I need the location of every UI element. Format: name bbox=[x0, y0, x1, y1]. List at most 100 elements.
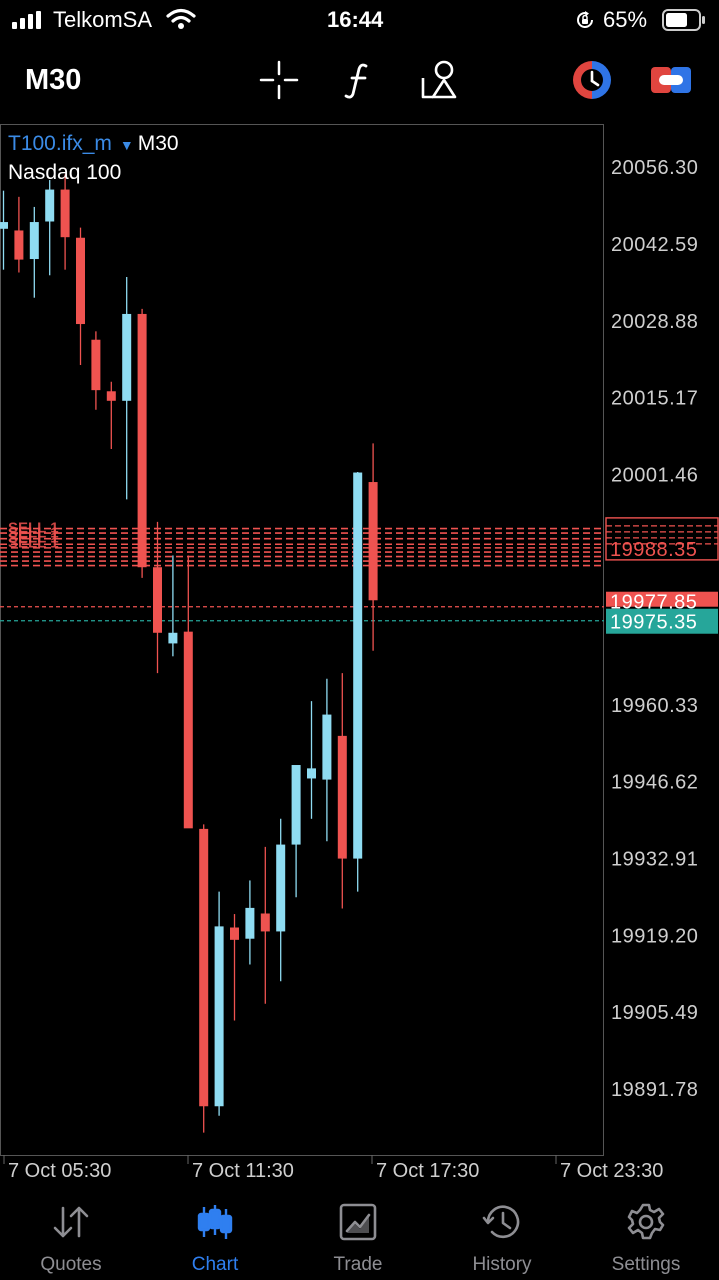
candle-body bbox=[307, 768, 316, 779]
caret-down-icon: ▼ bbox=[119, 137, 134, 153]
candles bbox=[0, 174, 378, 1133]
price-axis: 20056.30 20042.59 20028.88 20015.17 20001.46… bbox=[605, 157, 719, 1101]
order-level-tag-frame bbox=[605, 517, 719, 561]
candle-body bbox=[322, 714, 332, 780]
time-axis-label: 7 Oct 11:30 bbox=[192, 1160, 294, 1182]
candle-body bbox=[291, 765, 301, 845]
price-axis-label: 19905.49 bbox=[611, 1002, 698, 1024]
candle-body bbox=[122, 313, 132, 401]
candle bbox=[337, 673, 347, 909]
price-axis-label: 20056.30 bbox=[611, 157, 698, 179]
indicators-button[interactable] bbox=[333, 54, 385, 106]
price-axis-label: 20028.88 bbox=[611, 311, 698, 333]
candle bbox=[153, 521, 162, 674]
indicator-icon bbox=[344, 63, 368, 99]
trade-icon bbox=[339, 1203, 377, 1241]
objects-button[interactable] bbox=[413, 54, 465, 106]
candle bbox=[260, 846, 270, 1004]
candle bbox=[214, 891, 224, 1116]
price-axis-label: 19919.20 bbox=[611, 925, 698, 947]
crosshair-button[interactable] bbox=[253, 54, 305, 106]
order-level-label: SELL 1 bbox=[8, 530, 59, 547]
symbol-timeframe: M30 bbox=[137, 132, 179, 155]
candle-body bbox=[245, 907, 255, 939]
settings-icon bbox=[627, 1203, 665, 1240]
tab-history[interactable]: History bbox=[432, 1190, 572, 1280]
tab-label: History bbox=[472, 1254, 532, 1275]
one-click-trading-button[interactable] bbox=[566, 54, 618, 106]
candle bbox=[137, 308, 147, 578]
signal-icon bbox=[12, 11, 41, 29]
chart-icon bbox=[197, 1205, 233, 1239]
timeframe-button[interactable]: M30 bbox=[25, 64, 82, 96]
candle-body bbox=[14, 230, 24, 260]
history-icon bbox=[482, 1205, 520, 1239]
candle-body bbox=[230, 927, 239, 940]
candle-body bbox=[0, 222, 8, 229]
candle-body bbox=[29, 222, 39, 260]
candle bbox=[276, 818, 286, 982]
chart-area[interactable]: SELL 1 SELL 1 SELL 1 SELL 1 20056.30 20042.5… bbox=[0, 124, 719, 1190]
candle-body bbox=[106, 391, 116, 401]
symbol-name: T100.ifx_m bbox=[8, 132, 112, 155]
order-level-price-label: 19988.35 bbox=[610, 539, 697, 561]
price-axis-label: 19960.33 bbox=[611, 695, 698, 717]
candle bbox=[199, 824, 209, 1133]
plot-frame bbox=[0, 124, 604, 1156]
candle-body bbox=[368, 482, 378, 601]
candle bbox=[322, 678, 332, 842]
price-axis-label: 19932.91 bbox=[611, 849, 698, 871]
battery-icon bbox=[662, 9, 705, 31]
price-axis-label: 19891.78 bbox=[611, 1079, 698, 1101]
candle bbox=[307, 701, 316, 819]
price-axis-label: 20042.59 bbox=[611, 234, 698, 256]
candle bbox=[29, 206, 39, 298]
price-axis-label: 19946.62 bbox=[611, 772, 698, 794]
candle bbox=[230, 914, 239, 1021]
candle-body bbox=[183, 631, 193, 829]
quotes-icon bbox=[53, 1206, 89, 1238]
objects-icon bbox=[421, 60, 457, 99]
ask-price-tag bbox=[606, 608, 718, 634]
candle-body bbox=[168, 632, 178, 644]
trade-panel-icon bbox=[651, 67, 691, 93]
tab-label: Chart bbox=[191, 1254, 239, 1275]
tab-label: Quotes bbox=[40, 1254, 102, 1275]
carrier-name: TelkomSA bbox=[53, 7, 153, 32]
candle-body bbox=[137, 313, 147, 568]
candle-body bbox=[153, 567, 162, 633]
bid-price-label: 19977.85 bbox=[610, 592, 697, 614]
order-level-label: SELL 1 bbox=[8, 535, 59, 552]
time-axis-label: 7 Oct 23:30 bbox=[560, 1160, 663, 1182]
candle-body bbox=[91, 339, 101, 391]
candle-body bbox=[353, 472, 363, 859]
candle bbox=[91, 331, 101, 410]
ask-price-label: 19975.35 bbox=[610, 612, 697, 634]
status-time: 16:44 bbox=[327, 7, 384, 32]
time-axis-label: 7 Oct 05:30 bbox=[8, 1160, 111, 1182]
status-bar: TelkomSA 16:44 65% bbox=[0, 0, 719, 40]
candle bbox=[368, 443, 378, 651]
symbol-selector[interactable]: T100.ifx_m ▼ M30 bbox=[8, 132, 179, 156]
candle bbox=[14, 196, 24, 273]
candle-body bbox=[60, 189, 70, 238]
candle bbox=[76, 227, 85, 365]
candle bbox=[122, 276, 132, 500]
battery-percent: 65% bbox=[603, 7, 648, 32]
tab-trade[interactable]: Trade bbox=[288, 1190, 428, 1280]
candle bbox=[45, 180, 55, 276]
tab-chart[interactable]: Chart bbox=[145, 1190, 285, 1280]
candle bbox=[168, 555, 178, 657]
one-click-trading-icon bbox=[573, 61, 611, 99]
candle-body bbox=[276, 844, 286, 932]
time-axis-label: 7 Oct 17:30 bbox=[376, 1160, 479, 1182]
bid-price-tag bbox=[606, 591, 718, 607]
tab-label: Settings bbox=[611, 1254, 681, 1275]
candle bbox=[291, 765, 301, 898]
tab-settings[interactable]: Settings bbox=[576, 1190, 716, 1280]
candle bbox=[183, 555, 193, 829]
trade-panel-button[interactable] bbox=[645, 54, 697, 106]
tab-quotes[interactable]: Quotes bbox=[1, 1190, 141, 1280]
